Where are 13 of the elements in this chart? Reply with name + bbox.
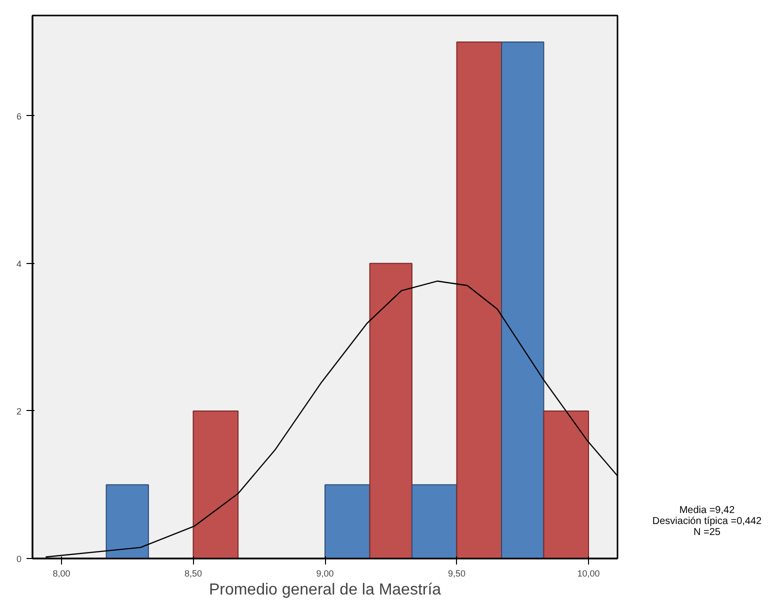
- text: N =25: [692, 527, 722, 538]
- text: Media =9,42: [678, 505, 736, 516]
- y-tick-label: 2: [16, 406, 22, 416]
- x-tick-label: 10,00: [577, 568, 600, 578]
- x-tick-label: 8,50: [184, 568, 202, 578]
- y-tick-label: 4: [16, 258, 22, 269]
- y-tick-label: 6: [16, 111, 22, 122]
- x-tick-label: 8,00: [52, 568, 70, 578]
- x-tick-label: 9,50: [448, 568, 466, 578]
- x-axis-title: Promedio general de la Maestría: [208, 582, 442, 598]
- x-tick-label: 9,00: [316, 568, 334, 578]
- y-tick-label: 0: [16, 554, 22, 564]
- text: Desviación típica =0,442: [652, 516, 762, 527]
